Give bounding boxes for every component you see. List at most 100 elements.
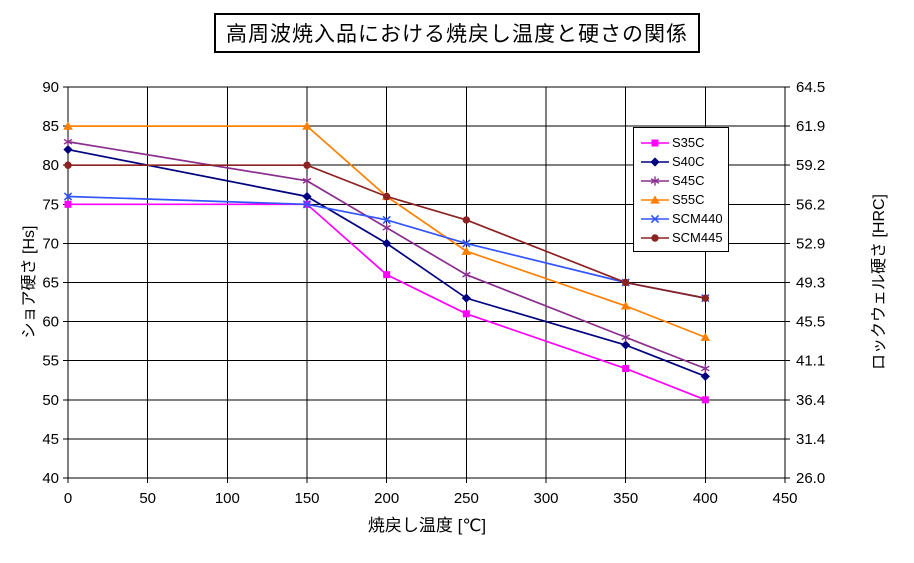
triangle-marker [461, 246, 472, 255]
x-marker-stroke [63, 192, 73, 201]
y-axis-title-right: ロックウェル硬さ [HRC] [871, 193, 888, 371]
x-tick-label: 450 [772, 490, 797, 507]
circle-marker [64, 161, 72, 169]
legend-label: S35C [672, 135, 705, 150]
asterisk-marker [382, 223, 392, 233]
asterisk-stroke [302, 177, 312, 184]
asterisk-stroke [461, 271, 471, 278]
square-marker [622, 365, 630, 373]
asterisk-marker [621, 332, 631, 342]
series-s40c [63, 144, 710, 381]
y-right-tick-label: 45.5 [796, 314, 825, 331]
diamond-marker [650, 156, 660, 167]
circle-marker [303, 161, 311, 169]
legend: S35C S40C S45C S55C SCM440 SCM445 [633, 127, 729, 252]
y-right-tick-label: 36.4 [796, 392, 825, 409]
asterisk-stroke [63, 138, 73, 145]
diamond-marker [461, 293, 471, 303]
x-marker-stroke [650, 214, 660, 223]
y-left-tick-label: 75 [42, 196, 59, 213]
triangle-marker [63, 121, 73, 130]
x-marker-stroke [382, 215, 391, 225]
y-right-tick-label: 31.4 [796, 431, 825, 448]
y-right-tick-label: 56.2 [796, 196, 825, 213]
square-marker [383, 271, 391, 279]
square-marker [651, 139, 659, 146]
legend-marker-square [641, 139, 669, 146]
x-tick-label: 300 [533, 490, 558, 507]
tick-labels: 0 50 100 150 200 250 300 350 400 450 40 26.0 45 31.4 5… [42, 79, 825, 507]
square-marker [462, 310, 470, 318]
asterisk-marker [700, 363, 710, 374]
x-tick-label: 350 [613, 490, 638, 507]
circle-marker [382, 192, 391, 201]
diamond-marker [621, 340, 631, 350]
x-marker [382, 215, 391, 225]
series-s45c [63, 137, 710, 374]
y-left-tick-label: 60 [42, 314, 59, 331]
diamond-marker [700, 371, 710, 381]
x-marker-stroke [302, 200, 312, 209]
y-left-tick-label: 55 [42, 353, 59, 370]
y-axis-title-left: ショア硬さ [Hs] [21, 225, 38, 339]
legend-item-scm440: SCM440 [641, 209, 728, 228]
circle-marker [462, 216, 471, 224]
circle-marker [701, 294, 710, 302]
asterisk-marker [461, 270, 471, 280]
square-marker [64, 200, 72, 208]
y-left-tick-label: 65 [42, 275, 59, 292]
diamond-marker [302, 191, 312, 202]
y-right-tick-label: 61.9 [796, 118, 825, 135]
x-tick-label: 0 [64, 490, 72, 507]
x-tick-label: 250 [454, 490, 479, 507]
legend-label: SCM440 [672, 211, 723, 226]
asterisk-marker [63, 137, 73, 147]
asterisk-stroke [700, 365, 710, 372]
y-right-tick-label: 49.3 [796, 275, 825, 292]
legend-item-s35c: S35C [641, 133, 728, 152]
x-tick-label: 400 [693, 490, 718, 507]
series-line [68, 164, 706, 299]
x-tick-label: 100 [215, 490, 240, 507]
y-left-tick-label: 90 [42, 79, 59, 96]
y-right-tick-label: 64.5 [796, 79, 825, 96]
tick-marks [63, 86, 790, 483]
diamond-marker [382, 238, 392, 248]
x-marker [302, 200, 312, 209]
series-line [68, 203, 706, 401]
y-right-tick-label: 52.9 [796, 235, 825, 252]
x-tick-label: 50 [139, 490, 156, 507]
legend-label: S55C [672, 192, 705, 207]
x-marker [63, 192, 73, 201]
y-left-tick-label: 45 [42, 431, 59, 448]
asterisk-stroke [382, 224, 392, 231]
legend-item-s55c: S55C [641, 190, 728, 209]
y-right-tick-label: 26.0 [796, 470, 825, 487]
y-right-tick-label: 59.2 [796, 157, 825, 174]
square-marker [701, 396, 709, 404]
asterisk-stroke [650, 177, 660, 184]
diamond-marker [63, 144, 73, 155]
x-marker [462, 239, 471, 248]
series-scm445 [64, 161, 710, 302]
series-line [67, 140, 706, 370]
y-left-tick-label: 70 [42, 235, 59, 252]
legend-marker-x [641, 214, 669, 223]
y-left-tick-label: 40 [42, 470, 59, 487]
legend-label: S45C [672, 173, 705, 188]
x-axis-title: 焼戻し温度 [℃] [367, 516, 487, 535]
x-marker-stroke [462, 239, 471, 248]
y-left-tick-label: 85 [42, 118, 59, 135]
legend-marker-triangle [641, 194, 669, 204]
triangle-marker [650, 194, 660, 204]
y-right-tick-label: 41.1 [796, 353, 825, 370]
asterisk-marker [302, 176, 312, 186]
triangle-marker [700, 332, 711, 341]
series-line [68, 125, 706, 339]
legend-label: S40C [672, 154, 705, 169]
legend-marker-diamond [641, 156, 669, 167]
y-left-tick-label: 80 [42, 157, 59, 174]
triangle-marker [620, 301, 631, 310]
